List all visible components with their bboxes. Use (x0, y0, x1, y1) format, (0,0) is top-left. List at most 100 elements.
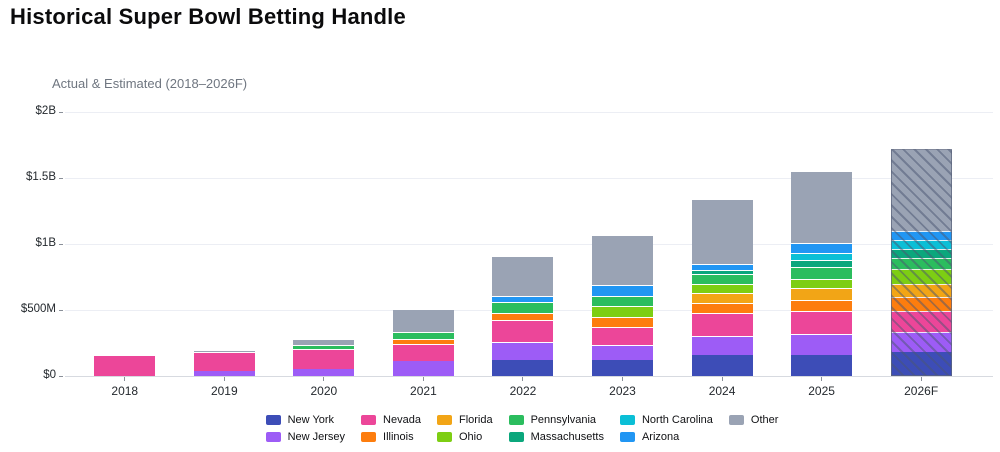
segment-2024-florida[interactable] (691, 292, 753, 303)
segment-2020-new-jersey[interactable] (293, 368, 355, 376)
bar-2022[interactable] (492, 255, 554, 376)
segment-2025-north-carolina[interactable] (791, 253, 853, 260)
x-slot-2018: 2018 (94, 377, 155, 398)
legend-item-nevada[interactable]: Nevada (361, 412, 421, 427)
segment-2024-pennsylvania[interactable] (691, 274, 753, 284)
segment-2026F-ohio[interactable] (890, 269, 952, 284)
segment-2026F-other[interactable] (890, 149, 952, 231)
segment-2023-other[interactable] (592, 234, 653, 285)
segment-2025-nevada[interactable] (791, 311, 853, 335)
segment-2023-nevada[interactable] (592, 326, 653, 345)
segment-2025-arizona[interactable] (791, 242, 853, 254)
bar-2020[interactable] (293, 339, 355, 376)
segment-2026F-new-jersey[interactable] (890, 331, 952, 353)
legend-item-north-carolina[interactable]: North Carolina (619, 412, 713, 427)
segment-2024-massachusetts[interactable] (691, 269, 753, 275)
segment-2026F-pennsylvania[interactable] (890, 257, 952, 270)
segment-2022-other[interactable] (492, 255, 554, 296)
segment-2024-ohio[interactable] (691, 283, 753, 293)
segment-2023-ohio[interactable] (592, 306, 653, 318)
segment-2025-illinois[interactable] (791, 300, 853, 312)
segment-2025-new-york[interactable] (791, 354, 853, 376)
segment-2025-massachusetts[interactable] (791, 259, 853, 268)
bar-2021[interactable] (392, 308, 454, 376)
segment-2023-illinois[interactable] (592, 317, 653, 327)
bar-2023[interactable] (592, 234, 653, 376)
segment-2021-nevada[interactable] (392, 344, 454, 361)
x-axis: 2018 2019 2020 2021 2022 2023 2024 2025 2026F (65, 377, 993, 398)
x-axis-tick (622, 377, 623, 381)
segment-2024-arizona[interactable] (691, 263, 753, 270)
segment-2021-new-jersey[interactable] (392, 360, 454, 376)
x-slot-2026F: 2026F (891, 377, 952, 398)
bar-2018[interactable] (94, 355, 156, 376)
legend-item-pennsylvania[interactable]: Pennsylvania (508, 412, 604, 427)
segment-2022-new-jersey[interactable] (492, 341, 554, 361)
segment-2026F-north-carolina[interactable] (890, 240, 952, 250)
x-slot-2025: 2025 (791, 377, 852, 398)
bar-2025[interactable] (791, 171, 853, 376)
segment-2026F-massachusetts[interactable] (890, 249, 952, 258)
page-title: Historical Super Bowl Betting Handle (10, 4, 406, 29)
segment-2023-new-jersey[interactable] (592, 344, 653, 360)
segment-2022-nevada[interactable] (492, 319, 554, 342)
legend-swatch (265, 414, 281, 425)
segment-2026F-florida[interactable] (890, 283, 952, 297)
segment-2024-new-jersey[interactable] (691, 336, 753, 355)
legend-label: New York (287, 413, 335, 426)
legend-item-massachusetts[interactable]: Massachusetts (508, 429, 604, 444)
segment-2021-illinois[interactable] (392, 339, 454, 345)
segment-2023-pennsylvania[interactable] (592, 295, 653, 307)
x-axis-tick (522, 377, 524, 381)
segment-2022-pennsylvania[interactable] (492, 302, 554, 313)
legend-item-arizona[interactable]: Arizona (619, 429, 713, 444)
segment-2020-pennsylvania[interactable] (293, 345, 355, 349)
legend-label: Nevada (383, 413, 421, 426)
segment-2024-new-york[interactable] (691, 354, 753, 376)
segment-2022-arizona[interactable] (492, 295, 554, 303)
legend-item-illinois[interactable]: Illinois (361, 429, 421, 444)
x-axis-tick (323, 377, 325, 381)
segment-2018-nevada[interactable] (94, 355, 156, 376)
segment-2025-other[interactable] (791, 171, 853, 243)
x-slot-2020: 2020 (293, 377, 354, 398)
y-axis-label: $1.5B (25, 171, 56, 183)
segment-2024-illinois[interactable] (691, 302, 753, 314)
legend-item-ohio[interactable]: Ohio (436, 429, 493, 444)
segment-2025-ohio[interactable] (791, 279, 853, 289)
segment-2026F-arizona[interactable] (890, 230, 952, 241)
segment-2021-pennsylvania[interactable] (392, 331, 454, 340)
segment-2020-other[interactable] (293, 339, 355, 345)
segment-2026F-illinois[interactable] (890, 296, 952, 311)
x-axis-label-2026F: 2026F (904, 384, 939, 398)
segment-2021-other[interactable] (392, 308, 454, 332)
segment-2023-arizona[interactable] (592, 284, 653, 296)
legend-item-other[interactable]: Other (728, 412, 778, 427)
bar-2019[interactable] (193, 349, 255, 376)
legend-item-new-york[interactable]: New York (265, 412, 345, 427)
segment-2024-other[interactable] (691, 199, 753, 264)
x-axis-label-2019: 2019 (210, 384, 238, 398)
segment-2025-new-jersey[interactable] (791, 334, 853, 355)
segment-2022-new-york[interactable] (492, 360, 554, 376)
segment-2025-pennsylvania[interactable] (791, 267, 853, 280)
x-axis-tick (721, 377, 723, 381)
segment-2020-nevada[interactable] (293, 348, 355, 369)
legend-label: New Jersey (287, 430, 346, 443)
segment-2025-florida[interactable] (791, 288, 853, 301)
x-axis-label-2018: 2018 (111, 384, 139, 398)
segment-2026F-new-york[interactable] (890, 352, 952, 376)
legend-swatch (361, 414, 377, 425)
legend-item-florida[interactable]: Florida (436, 412, 493, 427)
bar-2024[interactable] (691, 199, 753, 376)
legend-item-new-jersey[interactable]: New Jersey (265, 429, 346, 444)
segment-2019-nevada[interactable] (193, 352, 255, 372)
segment-2022-illinois[interactable] (492, 312, 554, 320)
segment-2019-new-jersey[interactable] (193, 371, 255, 376)
segment-2024-nevada[interactable] (691, 313, 753, 337)
legend: New York New Jersey Nevada Illinois Florida O… (0, 412, 1000, 444)
segment-2023-new-york[interactable] (592, 359, 653, 376)
segment-2026F-nevada[interactable] (890, 310, 952, 332)
bar-2026F[interactable] (890, 149, 952, 376)
segment-2019-other[interactable] (193, 349, 255, 353)
